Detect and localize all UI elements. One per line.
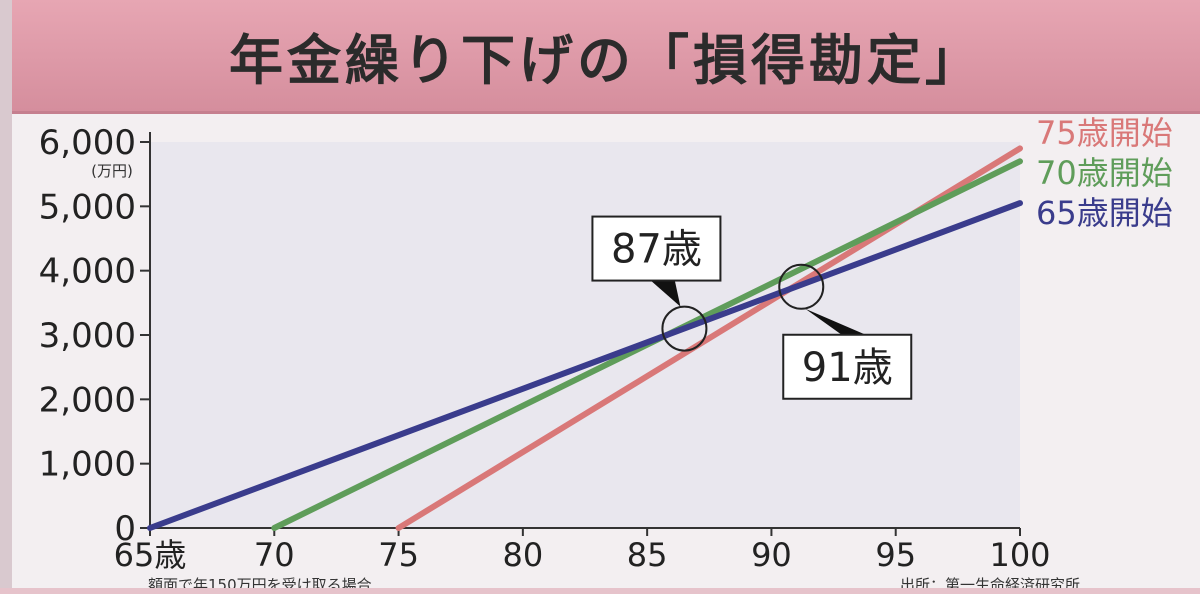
title-banner: 年金繰り下げの「損得勘定」: [12, 0, 1200, 114]
x-tick-label: 100: [989, 536, 1050, 574]
callout-pointer: [805, 308, 866, 335]
bottom-strip: [0, 588, 1200, 594]
chart-title: 年金繰り下げの「損得勘定」: [229, 29, 983, 92]
x-tick-label: 85: [627, 536, 668, 574]
callout-label: 91歳: [802, 345, 893, 391]
x-tick-label: 95: [875, 536, 916, 574]
callout-box: [782, 333, 913, 400]
y-tick-label: 0: [114, 509, 136, 549]
legend-label: 65歳開始: [1036, 194, 1173, 232]
legend-label: 75歳開始: [1036, 114, 1173, 152]
y-tick-label: 1,000: [39, 445, 136, 485]
legend-label: 70歳開始: [1036, 154, 1173, 192]
x-tick-label: 75: [378, 536, 419, 574]
crossover-circle: [661, 305, 708, 352]
callout-box: [591, 215, 722, 282]
x-tick-label: 90: [751, 536, 792, 574]
series-line: [147, 200, 1023, 531]
callout-pointer: [650, 280, 681, 307]
x-tick-label: 80: [502, 536, 543, 574]
y-tick-label: 4,000: [39, 252, 136, 292]
crossover-circle: [778, 263, 825, 310]
x-tick-label: 70: [254, 536, 295, 574]
y-tick-label: 2,000: [39, 380, 136, 420]
callout-label: 87歳: [611, 227, 702, 273]
y-tick-label: 3,000: [39, 316, 136, 356]
y-tick-label: 5,000: [39, 187, 136, 227]
left-frame: [0, 0, 12, 594]
x-tick-label: 65歳: [114, 536, 187, 574]
y-tick-label: 6,000: [39, 123, 136, 163]
y-unit-label: (万円): [91, 162, 133, 180]
